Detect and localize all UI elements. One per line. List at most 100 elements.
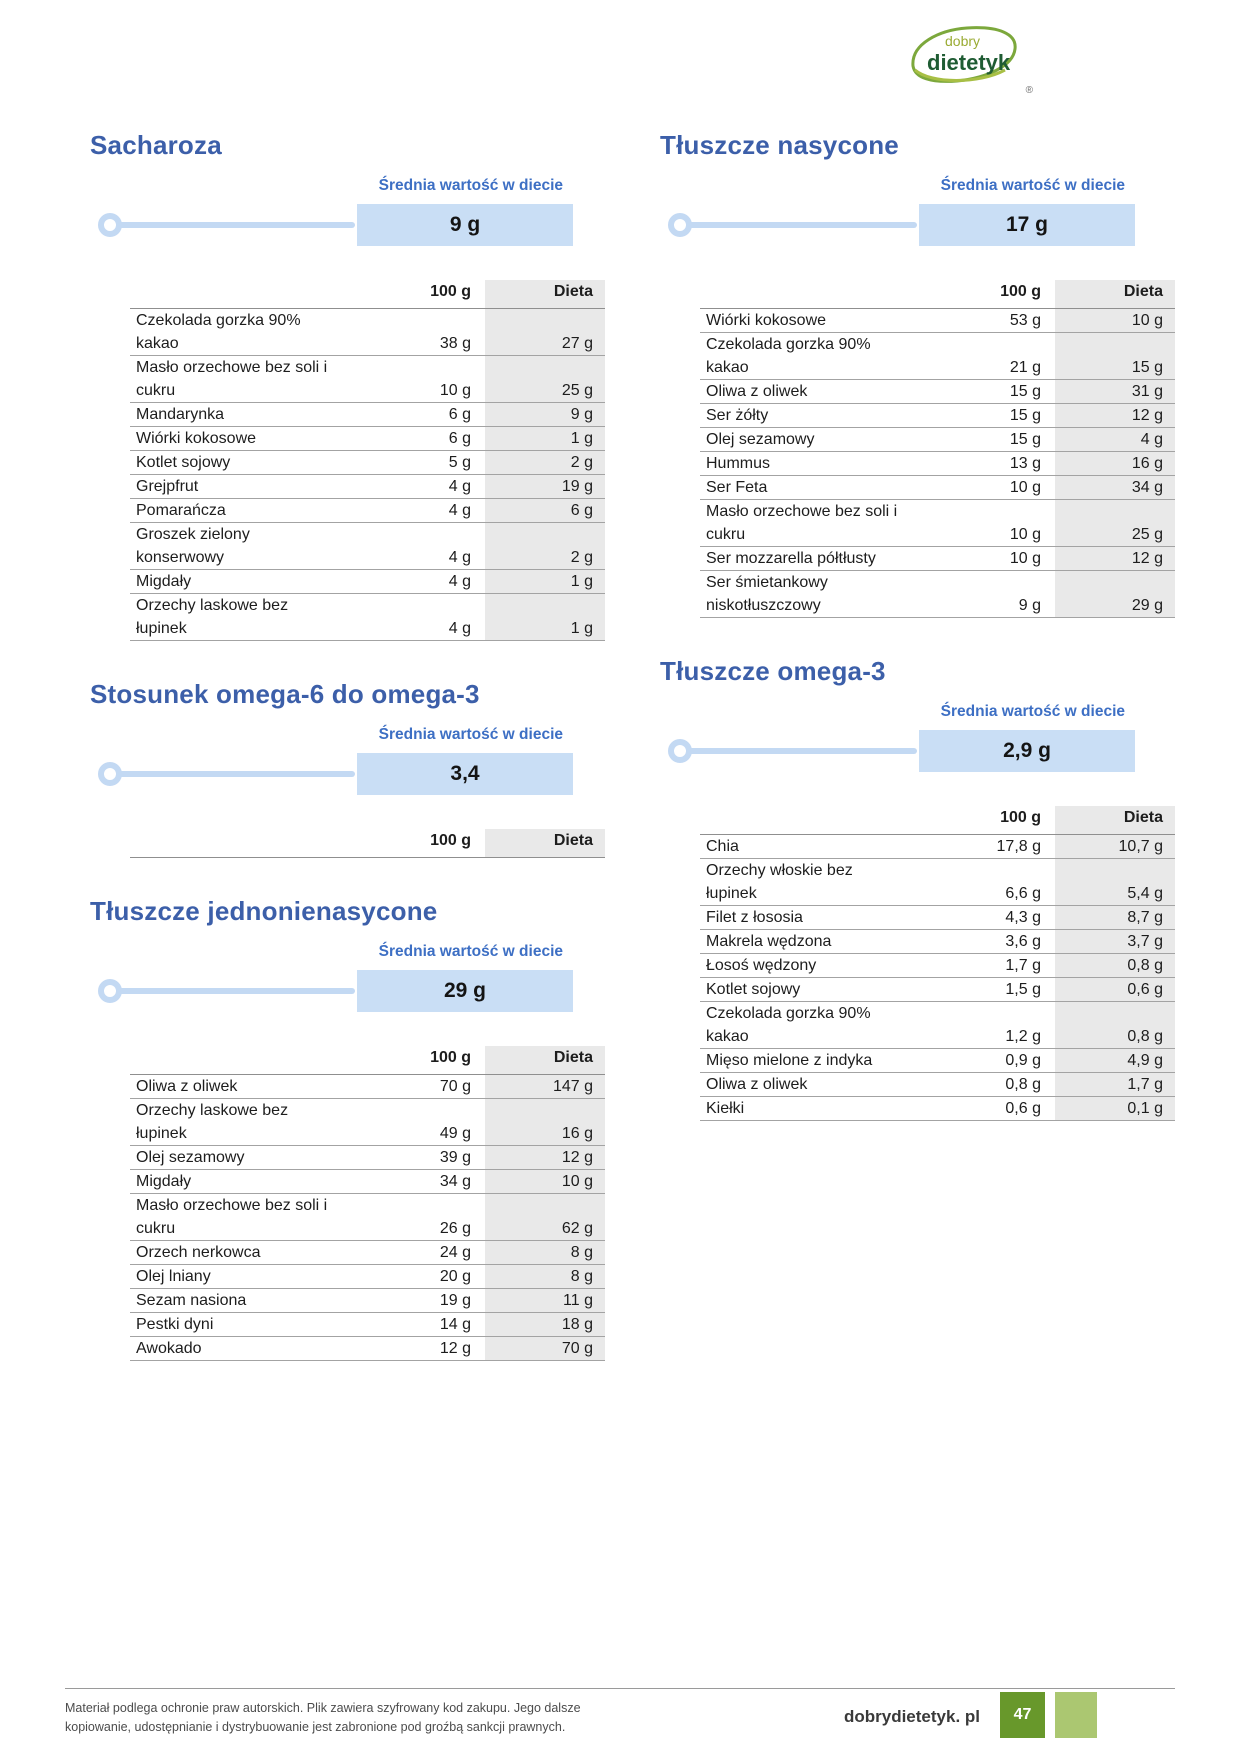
value-per-100g: 53 g [951,308,1055,333]
food-name: Masło orzechowe bez soli i cukru [130,355,381,403]
table-omega3: 100 g Dieta Chia 17,8 g 10,7 g Orzechy włoski… [700,806,1175,1121]
table-row: Olej sezamowy 39 g 12 g [130,1145,605,1170]
section-sacharoza: Sacharoza Średnia wartość w diecie 9 g 100 … [90,128,605,641]
value-in-diet: 27 g [485,308,605,356]
value-per-100g: 4 g [381,498,485,523]
value-in-diet: 3,7 g [1055,929,1175,954]
table-sacharoza: 100 g Dieta Czekolada gorzka 90% kakao 38 g… [130,280,605,641]
food-name: Ser żółty [700,403,951,428]
table-row: Mięso mielone z indyka 0,9 g 4,9 g [700,1048,1175,1073]
table-body: Czekolada gorzka 90% kakao 38 g 27 g Masło … [130,308,605,641]
avg-bar-row: 2,9 g [660,730,1135,772]
food-name: Ser Feta [700,475,951,500]
table-row: Wiórki kokosowe 53 g 10 g [700,308,1175,333]
section-title-omega3: Tłuszcze omega-3 [660,656,886,686]
avg-value-sacharoza: 9 g [357,204,573,246]
value-in-diet: 70 g [485,1336,605,1361]
section-jednonienasycone: Tłuszcze jednonienasycone Średnia wartość… [90,894,605,1361]
food-name: Czekolada gorzka 90% kakao [130,308,381,356]
value-per-100g: 4,3 g [951,905,1055,930]
food-name: Czekolada gorzka 90% kakao [700,332,951,380]
table-row: Sezam nasiona 19 g 11 g [130,1288,605,1313]
table-row: Ser mozzarella półtłusty 10 g 12 g [700,546,1175,571]
value-in-diet: 12 g [485,1145,605,1170]
column-spacer [130,829,381,858]
website-link[interactable]: dobrydietetyk. pl [843,1707,980,1726]
avg-bar-row: 3,4 [90,753,573,795]
section-title-stosunek-omega: Stosunek omega-6 do omega-3 [90,679,480,709]
table-stosunek-omega: 100 g Dieta [130,829,605,858]
column-header-dieta: Dieta [1055,280,1175,309]
food-name: Orzech nerkowca [130,1240,381,1265]
food-name: Hummus [700,451,951,476]
section-title-nasycone: Tłuszcze nasycone [660,130,899,160]
value-per-100g: 10 g [951,475,1055,500]
food-name: Orzechy laskowe bez łupinek [130,593,381,641]
value-per-100g: 21 g [951,332,1055,380]
food-name: Orzechy laskowe bez łupinek [130,1098,381,1146]
value-in-diet: 1 g [485,593,605,641]
value-in-diet: 19 g [485,474,605,499]
logo-registered-mark: ® [1025,85,1033,96]
food-name: Grejpfrut [130,474,381,499]
value-per-100g: 13 g [951,451,1055,476]
table-nasycone: 100 g Dieta Wiórki kokosowe 53 g 10 g Czekola… [700,280,1175,618]
table-header-row: 100 g Dieta [130,829,605,858]
column-spacer [130,280,381,309]
table-row: Hummus 13 g 16 g [700,451,1175,476]
logo-word-bottom: dietetyk [927,50,1011,75]
value-per-100g: 24 g [381,1240,485,1265]
value-in-diet: 2 g [485,522,605,570]
value-in-diet: 147 g [485,1074,605,1099]
value-per-100g: 4 g [381,522,485,570]
table-row: Pestki dyni 14 g 18 g [130,1312,605,1337]
table-row: Orzechy włoskie bez łupinek 6,6 g 5,4 g [700,858,1175,906]
food-name: Mięso mielone z indyka [700,1048,951,1073]
value-per-100g: 17,8 g [951,834,1055,859]
logo: dobry dietetyk ® [903,20,1033,98]
food-name: Oliwa z oliwek [700,1072,951,1097]
value-in-diet: 1 g [485,569,605,594]
table-header-row: 100 g Dieta [700,280,1175,309]
value-in-diet: 15 g [1055,332,1175,380]
table-row: Łosoś wędzony 1,7 g 0,8 g [700,953,1175,978]
value-in-diet: 25 g [485,355,605,403]
page-badge-accent [1055,1692,1097,1738]
value-in-diet: 1,7 g [1055,1072,1175,1097]
value-per-100g: 26 g [381,1193,485,1241]
bar-track [688,222,917,228]
food-name: Czekolada gorzka 90% kakao [700,1001,951,1049]
value-in-diet: 0,8 g [1055,1001,1175,1049]
value-in-diet: 31 g [1055,379,1175,404]
avg-bar-row: 9 g [90,204,573,246]
avg-value-jednonienasycone: 29 g [357,970,573,1012]
food-name: Oliwa z oliwek [130,1074,381,1099]
table-row: Ser śmietankowy niskotłuszczowy 9 g 29 g [700,570,1175,618]
value-in-diet: 4 g [1055,427,1175,452]
table-jednonienasycone: 100 g Dieta Oliwa z oliwek 70 g 147 g Orzechy… [130,1046,605,1361]
value-in-diet: 8 g [485,1264,605,1289]
table-row: Ser żółty 15 g 12 g [700,403,1175,428]
table-row: Oliwa z oliwek 0,8 g 1,7 g [700,1072,1175,1097]
value-per-100g: 15 g [951,403,1055,428]
value-per-100g: 5 g [381,450,485,475]
value-per-100g: 0,8 g [951,1072,1055,1097]
value-in-diet: 18 g [485,1312,605,1337]
copyright-note-line1: Materiał podlega ochronie praw autorskic… [65,1701,581,1715]
avg-in-diet-label: Średnia wartość w diecie [378,177,563,194]
food-name: Olej sezamowy [700,427,951,452]
bar-track [688,748,917,754]
value-in-diet: 0,8 g [1055,953,1175,978]
column-header-dieta: Dieta [485,829,605,858]
value-per-100g: 6 g [381,402,485,427]
value-in-diet: 29 g [1055,570,1175,618]
column-header-100g: 100 g [951,280,1055,309]
table-body: Wiórki kokosowe 53 g 10 g Czekolada gorzka … [700,308,1175,618]
avg-bar-row: 29 g [90,970,573,1012]
value-per-100g: 4 g [381,569,485,594]
